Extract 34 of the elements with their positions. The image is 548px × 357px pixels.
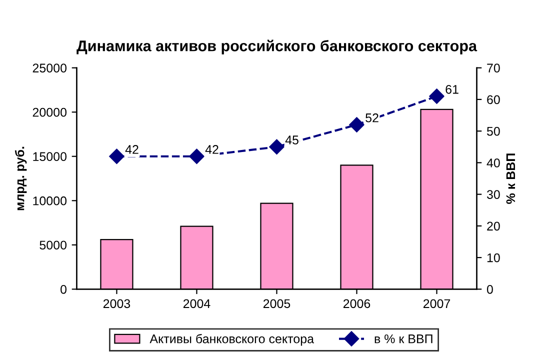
data-label: 61 (446, 84, 458, 94)
point (189, 148, 204, 164)
chart-title: Динамика активов российского банковского сектора (76, 40, 478, 54)
y2-tick-label: 70 (487, 64, 500, 72)
y2-tick-label: 30 (486, 190, 500, 199)
legend-label: Активы банковского сектора (150, 334, 314, 346)
y2-tick-label: 0 (486, 284, 493, 294)
x-tick-label: 2006 (343, 299, 370, 308)
y2-tick-label: 40 (486, 158, 500, 168)
x-tick-label: 2005 (263, 299, 290, 308)
point (429, 88, 444, 104)
x-tick-label: 2007 (423, 299, 450, 308)
data-label: 42 (125, 145, 138, 154)
y2-tick-label: 60 (487, 95, 500, 104)
y-tick-label: 15000 (33, 152, 67, 162)
y-tick-label: 5000 (40, 240, 67, 250)
y2-tick-label: 20 (487, 222, 500, 231)
data-label: 52 (366, 113, 378, 122)
y-tick-label: 20000 (32, 108, 67, 117)
x-tick-label: 2004 (183, 299, 210, 308)
point (109, 148, 124, 164)
x-tick-label: 2003 (103, 299, 130, 308)
data-label: 42 (205, 145, 218, 154)
legend-label: в % к ВВП (374, 334, 432, 344)
data-label: 45 (285, 136, 298, 144)
point (269, 139, 284, 154)
y2-axis-title: % к ВВП (506, 154, 516, 204)
y-tick-label: 0 (60, 284, 67, 294)
point (349, 117, 364, 132)
y-tick-label: 10000 (33, 196, 67, 206)
y-tick-label: 25000 (32, 64, 67, 72)
y2-tick-label: 50 (486, 126, 500, 136)
y-axis-title: млрд. руб. (14, 146, 27, 210)
y2-tick-label: 10 (487, 253, 500, 262)
